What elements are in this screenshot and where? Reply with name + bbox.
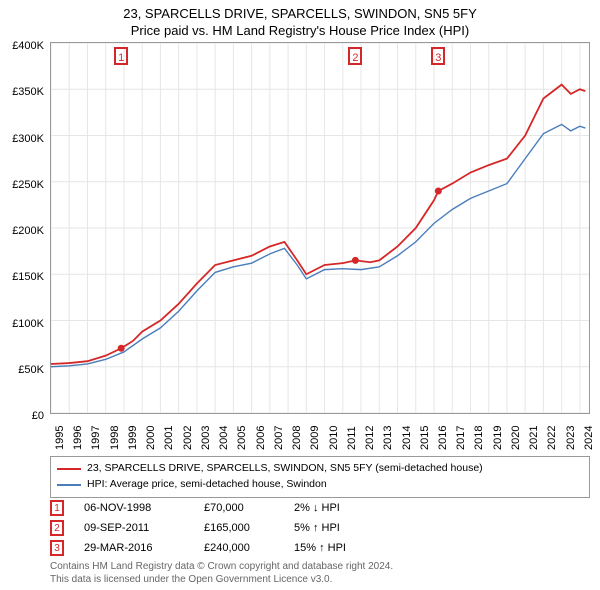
x-tick-label: 2013 <box>382 426 394 450</box>
sale-diff: 2% ↓ HPI <box>294 502 384 514</box>
x-tick-label: 2008 <box>291 426 303 450</box>
footer-line1: Contains HM Land Registry data © Crown c… <box>50 560 590 573</box>
sale-marker-icon: 1 <box>50 500 64 516</box>
x-tick-label: 2021 <box>528 426 540 450</box>
x-tick-label: 1996 <box>72 426 84 450</box>
y-axis-labels: £0£50K£100K£150K£200K£250K£300K£350K£400… <box>0 46 48 416</box>
chart-title-line2: Price paid vs. HM Land Registry's House … <box>0 23 600 42</box>
x-tick-label: 1997 <box>90 426 102 450</box>
sales-table: 1 06-NOV-1998 £70,000 2% ↓ HPI 2 09-SEP-… <box>50 498 590 558</box>
x-tick-label: 2003 <box>200 426 212 450</box>
x-tick-label: 2014 <box>401 426 413 450</box>
x-tick-label: 2019 <box>492 426 504 450</box>
x-tick-label: 2001 <box>163 426 175 450</box>
x-axis-labels: 1995 1996 1997 1998 1999 2000 2001 2002 2003 2004… <box>50 418 590 458</box>
x-tick-label: 2005 <box>236 426 248 450</box>
x-tick-label: 2023 <box>565 426 577 450</box>
y-tick-label: £300K <box>12 133 44 145</box>
sale-marker-flag: 2 <box>348 47 362 65</box>
sale-marker-icon: 2 <box>50 520 64 536</box>
y-tick-label: £150K <box>12 271 44 283</box>
x-tick-label: 2000 <box>145 426 157 450</box>
x-tick-label: 2018 <box>473 426 485 450</box>
sale-date: 29-MAR-2016 <box>84 542 184 554</box>
legend-item-property: 23, SPARCELLS DRIVE, SPARCELLS, SWINDON,… <box>57 461 583 477</box>
sale-price: £240,000 <box>204 542 274 554</box>
x-tick-label: 2015 <box>419 426 431 450</box>
x-tick-label: 2006 <box>255 426 267 450</box>
sale-marker-flag: 3 <box>431 47 445 65</box>
legend-swatch <box>57 484 81 486</box>
chart-container: 23, SPARCELLS DRIVE, SPARCELLS, SWINDON,… <box>0 0 600 590</box>
legend: 23, SPARCELLS DRIVE, SPARCELLS, SWINDON,… <box>50 456 590 498</box>
x-tick-label: 2017 <box>455 426 467 450</box>
sale-row: 1 06-NOV-1998 £70,000 2% ↓ HPI <box>50 498 590 518</box>
legend-swatch <box>57 468 81 470</box>
y-tick-label: £350K <box>12 86 44 98</box>
sale-row: 3 29-MAR-2016 £240,000 15% ↑ HPI <box>50 538 590 558</box>
legend-label: 23, SPARCELLS DRIVE, SPARCELLS, SWINDON,… <box>87 461 483 477</box>
x-tick-label: 2020 <box>510 426 522 450</box>
sale-date: 09-SEP-2011 <box>84 522 184 534</box>
sale-diff: 5% ↑ HPI <box>294 522 384 534</box>
x-tick-label: 2007 <box>273 426 285 450</box>
x-tick-label: 2002 <box>182 426 194 450</box>
x-tick-label: 2009 <box>309 426 321 450</box>
sale-price: £70,000 <box>204 502 274 514</box>
y-tick-label: £400K <box>12 40 44 52</box>
sale-marker-icon: 3 <box>50 540 64 556</box>
sale-date: 06-NOV-1998 <box>84 502 184 514</box>
chart-svg <box>51 43 589 413</box>
footer-attribution: Contains HM Land Registry data © Crown c… <box>50 560 590 586</box>
x-tick-label: 1999 <box>127 426 139 450</box>
sale-marker-flag: 1 <box>114 47 128 65</box>
x-tick-label: 2011 <box>346 426 358 450</box>
plot-area: 1 2 3 <box>50 42 590 414</box>
legend-label: HPI: Average price, semi-detached house,… <box>87 477 327 493</box>
y-tick-label: £250K <box>12 179 44 191</box>
x-tick-label: 2012 <box>364 426 376 450</box>
chart-title-line1: 23, SPARCELLS DRIVE, SPARCELLS, SWINDON,… <box>0 0 600 23</box>
x-tick-label: 2004 <box>218 426 230 450</box>
sale-diff: 15% ↑ HPI <box>294 542 384 554</box>
y-tick-label: £0 <box>32 410 44 422</box>
x-tick-label: 2022 <box>546 426 558 450</box>
footer-line2: This data is licensed under the Open Gov… <box>50 573 590 586</box>
sale-price: £165,000 <box>204 522 274 534</box>
x-tick-label: 2024 <box>583 426 595 450</box>
x-tick-label: 1998 <box>109 426 121 450</box>
sale-row: 2 09-SEP-2011 £165,000 5% ↑ HPI <box>50 518 590 538</box>
x-tick-label: 2016 <box>437 426 449 450</box>
y-tick-label: £200K <box>12 225 44 237</box>
y-tick-label: £50K <box>18 364 44 376</box>
x-tick-label: 1995 <box>54 426 66 450</box>
legend-item-hpi: HPI: Average price, semi-detached house,… <box>57 477 583 493</box>
x-tick-label: 2010 <box>328 426 340 450</box>
y-tick-label: £100K <box>12 318 44 330</box>
